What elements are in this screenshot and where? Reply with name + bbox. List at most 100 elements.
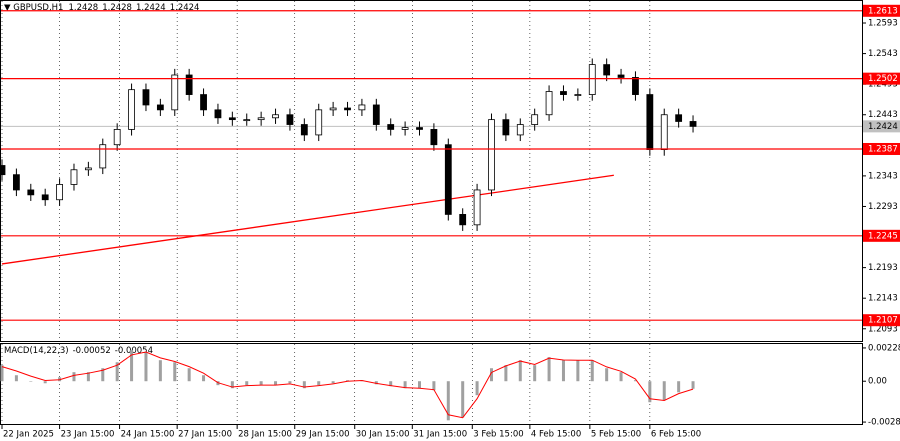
candle-body xyxy=(560,91,567,95)
macd-bar xyxy=(274,381,278,386)
y-tick-label: 1.2593 xyxy=(868,19,898,29)
macd-bar xyxy=(547,357,551,382)
candle-body xyxy=(257,117,265,121)
candle-body xyxy=(344,107,351,111)
macd-bar xyxy=(374,381,378,385)
candle-body xyxy=(416,127,423,130)
macd-bar xyxy=(302,381,306,389)
macd-bar xyxy=(475,381,479,396)
candle-body xyxy=(128,89,135,130)
candle-body xyxy=(113,129,121,146)
macd-bar xyxy=(29,381,33,382)
candle-body xyxy=(200,94,207,111)
macd-bar xyxy=(418,381,422,389)
macd-bar xyxy=(432,381,436,391)
candle-body xyxy=(99,144,107,169)
macd-bar xyxy=(662,381,666,401)
macd-signal xyxy=(1,351,694,419)
macd-label: MACD(14,22,3) xyxy=(4,346,69,356)
header-close: 1.2424 xyxy=(170,3,200,13)
candle-body xyxy=(315,109,323,136)
y-tick-label: 1.2143 xyxy=(868,294,898,304)
macd-bar xyxy=(619,372,623,382)
y-tick-label: -0.0028 xyxy=(868,418,900,428)
candle-body xyxy=(588,64,596,95)
candle-body xyxy=(502,119,510,136)
macd-bar xyxy=(173,362,177,382)
y-tick-label: 1.2293 xyxy=(868,202,898,212)
macd-bar xyxy=(648,381,652,403)
y-tick-label: 1.2443 xyxy=(868,110,898,120)
candle-body xyxy=(675,114,683,122)
candle-body xyxy=(272,114,279,119)
macd-bar xyxy=(461,381,465,418)
macd-bar xyxy=(86,372,90,382)
x-tick-label: 29 Jan 15:00 xyxy=(296,430,350,440)
candle-body xyxy=(0,165,6,176)
level-label-box xyxy=(863,314,900,327)
header-low: 1.2424 xyxy=(136,3,166,13)
candle-body xyxy=(617,74,625,78)
chart-header: ▼ GBPUSD,H1 1.2428 1.2428 1.2424 1.2424 xyxy=(4,3,199,13)
level-label: 1.2613 xyxy=(868,6,898,16)
macd-bar xyxy=(0,365,4,382)
candle-body xyxy=(646,94,654,150)
candle-body xyxy=(516,124,524,136)
macd-bar xyxy=(677,381,681,393)
candle-body xyxy=(228,117,236,121)
candle-body xyxy=(444,144,452,215)
candle-body xyxy=(689,121,697,127)
candle-body xyxy=(358,104,366,111)
y-tick-label: 0.00228 xyxy=(868,343,900,353)
level-label-box xyxy=(863,4,900,17)
candle-body xyxy=(70,169,78,185)
macd-value: -0.00052 xyxy=(73,346,111,356)
candle-body xyxy=(660,114,668,150)
candle-body xyxy=(27,189,35,196)
candle-body xyxy=(473,189,481,226)
x-tick-label: 28 Jan 15:00 xyxy=(238,430,292,440)
macd-header: MACD(14,22,3) -0.00052 -0.00054 xyxy=(4,346,153,356)
level-label-box xyxy=(863,229,900,242)
level-label-box xyxy=(863,72,900,85)
x-tick-label: 27 Jan 15:00 xyxy=(178,430,232,440)
macd-bar xyxy=(115,362,119,382)
macd-bar xyxy=(518,360,522,382)
macd-bar xyxy=(346,380,350,382)
level-label: 1.2387 xyxy=(868,144,898,154)
macd-bar xyxy=(331,381,335,384)
candle-body xyxy=(488,119,495,191)
candle-body xyxy=(286,114,294,125)
macd-bar xyxy=(158,360,162,382)
candle-body xyxy=(185,74,193,95)
candle-body xyxy=(56,184,63,201)
candle-body xyxy=(531,114,539,125)
candle-body xyxy=(574,94,582,96)
macd-bar xyxy=(633,380,637,382)
current-price-label: 1.2424 xyxy=(868,122,898,132)
candle-body xyxy=(243,119,251,122)
x-tick-label: 22 Jan 2025 xyxy=(3,430,54,440)
macd-bar xyxy=(43,381,47,384)
y-tick-label: 1.2543 xyxy=(868,49,898,59)
x-tick-label: 4 Feb 15:00 xyxy=(531,430,581,440)
macd-bar xyxy=(403,381,407,389)
macd-bar xyxy=(504,365,508,382)
macd-bar xyxy=(605,368,609,382)
candle-body xyxy=(430,129,438,146)
current-price-box xyxy=(863,120,900,133)
macd-bar xyxy=(446,381,450,421)
candle-body xyxy=(84,167,92,171)
x-tick-label: 23 Jan 15:00 xyxy=(61,430,115,440)
x-tick-label: 30 Jan 15:00 xyxy=(356,430,410,440)
candle-body xyxy=(372,104,380,125)
x-tick-label: 31 Jan 15:00 xyxy=(413,430,467,440)
macd-bar xyxy=(202,375,206,382)
header-arrow: ▼ xyxy=(4,3,13,13)
y-tick-label: 1.2343 xyxy=(868,171,898,181)
y-tick-label: 1.2093 xyxy=(868,324,898,334)
candle-body xyxy=(459,214,467,226)
macd-bar xyxy=(144,352,148,382)
candle-body xyxy=(214,109,222,119)
macd-bar xyxy=(576,360,580,382)
